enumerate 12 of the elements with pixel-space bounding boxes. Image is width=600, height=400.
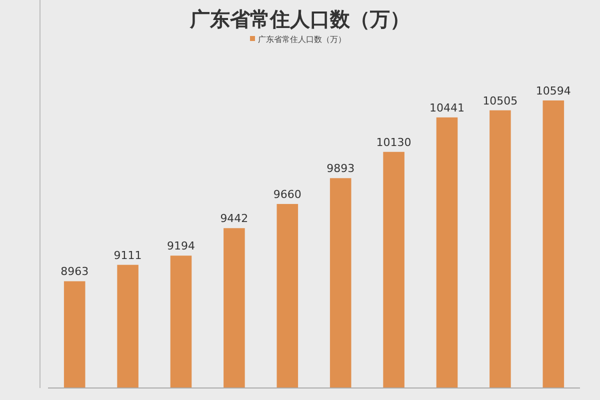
data-label: 10505: [482, 94, 518, 108]
chart-title: 广东省常住人口数（万）: [189, 7, 410, 31]
data-label: 10441: [430, 101, 464, 114]
data-label: 9660: [273, 188, 302, 201]
data-label: 9194: [167, 240, 195, 253]
data-label: 10594: [536, 84, 571, 98]
data-label: 10130: [376, 136, 412, 149]
data-label: 9893: [326, 162, 355, 176]
data-label: 9442: [220, 212, 248, 226]
legend-label: 广东省常住人口数（万）: [258, 35, 346, 44]
data-label: 9111: [114, 248, 142, 262]
data-label: 8963: [60, 265, 89, 278]
